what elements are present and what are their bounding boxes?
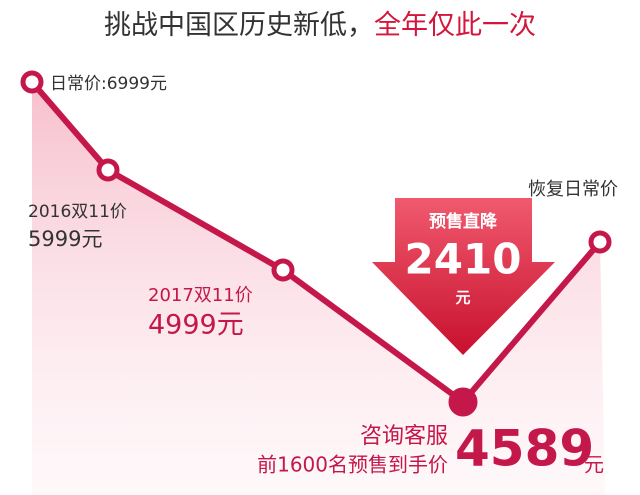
- badge-amount: 2410: [405, 235, 522, 284]
- label: 日常价:6999元: [50, 74, 167, 94]
- points: [20, 70, 612, 417]
- price: 4999元: [148, 310, 244, 341]
- label-sub: 前1600名预售到手价: [257, 453, 448, 477]
- point: [448, 387, 478, 417]
- label: 2016双11价: [28, 202, 127, 222]
- title-main: 挑战中国区历史新低，: [104, 10, 374, 41]
- label: 2017双11价: [148, 285, 253, 306]
- final-unit: 元: [584, 453, 604, 477]
- badge-title: 预售直降: [429, 211, 498, 232]
- badge-arrow: [372, 198, 555, 355]
- point: [96, 158, 120, 182]
- title: 挑战中国区历史新低，全年仅此一次: [104, 10, 536, 41]
- badge-unit: 元: [455, 289, 470, 307]
- point: [271, 258, 295, 282]
- point: [588, 230, 612, 254]
- area: [32, 82, 605, 495]
- title-highlight: 全年仅此一次: [374, 10, 536, 41]
- label: 咨询客服: [360, 424, 448, 449]
- price: 5999元: [28, 227, 102, 251]
- final-price: 4589: [455, 420, 594, 478]
- point: [20, 70, 44, 94]
- label: 恢复日常价: [528, 179, 618, 200]
